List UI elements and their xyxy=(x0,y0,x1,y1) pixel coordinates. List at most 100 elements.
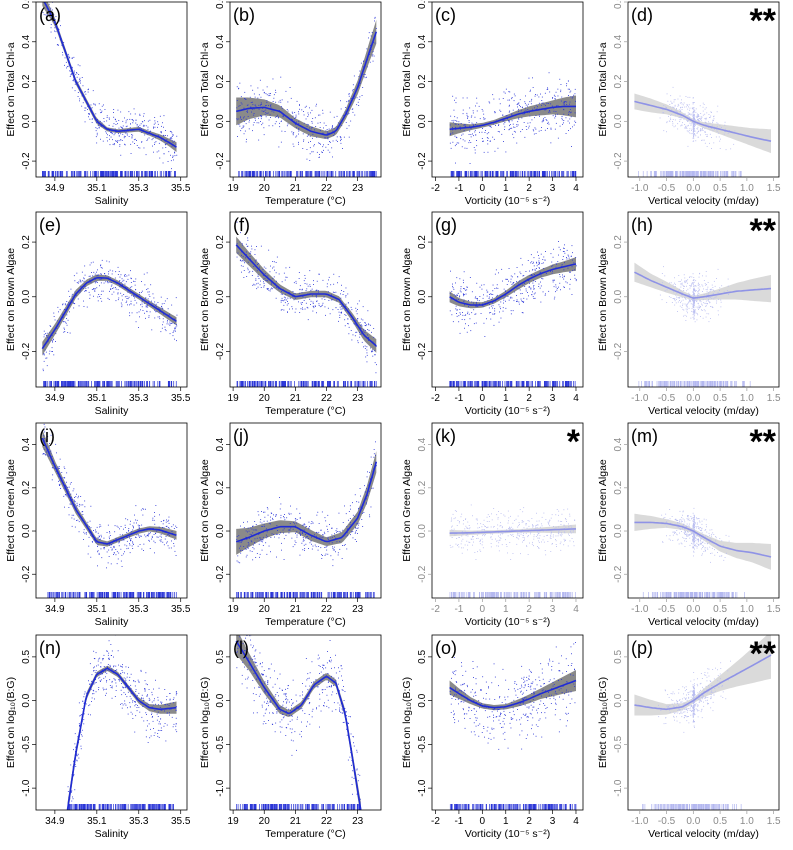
residual-point xyxy=(295,136,297,138)
residual-point xyxy=(466,147,468,149)
residual-point xyxy=(511,127,513,129)
panel-label: (c) xyxy=(435,5,456,25)
residual-point xyxy=(719,290,720,291)
residual-point xyxy=(498,98,500,100)
residual-point xyxy=(352,108,354,110)
residual-point xyxy=(139,115,141,116)
residual-point xyxy=(499,131,500,133)
residual-point xyxy=(692,124,694,125)
residual-point xyxy=(505,278,507,280)
residual-point xyxy=(488,307,490,309)
residual-point xyxy=(78,305,80,307)
residual-point xyxy=(555,91,557,93)
residual-point xyxy=(136,312,138,314)
residual-point xyxy=(716,129,718,131)
residual-point xyxy=(695,290,697,291)
residual-point xyxy=(692,311,694,313)
residual-point xyxy=(519,280,520,282)
residual-point xyxy=(238,88,239,90)
residual-point xyxy=(163,153,165,155)
residual-point xyxy=(355,307,357,309)
residual-point xyxy=(687,120,689,122)
residual-point xyxy=(710,115,712,117)
residual-point xyxy=(469,277,471,278)
residual-point xyxy=(239,260,241,262)
residual-point xyxy=(86,306,88,308)
residual-point xyxy=(275,297,277,299)
residual-point xyxy=(530,100,532,102)
residual-point xyxy=(504,92,506,94)
residual-point xyxy=(697,285,699,286)
residual-point xyxy=(482,128,483,129)
residual-point xyxy=(158,150,160,152)
residual-point xyxy=(262,89,264,91)
residual-point xyxy=(162,122,163,124)
residual-point xyxy=(531,98,533,100)
residual-point xyxy=(532,77,533,79)
residual-point xyxy=(529,270,530,272)
residual-point xyxy=(672,119,674,120)
residual-point xyxy=(569,91,571,93)
residual-point xyxy=(360,62,362,64)
residual-point xyxy=(555,266,557,268)
residual-point xyxy=(342,148,343,149)
residual-point xyxy=(676,108,677,109)
x-tick-label: 1.5 xyxy=(767,393,781,404)
residual-point xyxy=(533,261,534,263)
residual-point xyxy=(703,293,705,295)
residual-point xyxy=(698,297,700,299)
residual-point xyxy=(684,277,686,279)
residual-point xyxy=(99,539,101,540)
residual-point xyxy=(532,129,534,131)
residual-point xyxy=(357,101,359,103)
residual-point xyxy=(698,114,699,116)
residual-point xyxy=(462,312,463,313)
residual-point xyxy=(63,42,65,43)
residual-point xyxy=(692,291,694,293)
residual-point xyxy=(679,116,681,118)
residual-point xyxy=(707,286,709,288)
residual-point xyxy=(135,321,137,323)
residual-point xyxy=(124,283,126,285)
residual-point xyxy=(679,305,681,307)
residual-point xyxy=(703,139,705,141)
residual-point xyxy=(678,289,680,291)
residual-point xyxy=(689,287,691,289)
residual-point xyxy=(457,295,458,296)
residual-point xyxy=(529,115,531,117)
residual-point xyxy=(106,132,107,134)
residual-point xyxy=(311,126,313,128)
residual-point xyxy=(281,291,282,293)
residual-point xyxy=(296,135,298,137)
residual-point xyxy=(97,300,99,302)
residual-point xyxy=(353,323,355,325)
residual-point xyxy=(563,276,565,278)
residual-point xyxy=(692,291,694,293)
confidence-band xyxy=(42,2,177,153)
residual-point xyxy=(281,281,283,283)
residual-point xyxy=(696,319,698,321)
residual-point xyxy=(165,135,166,136)
residual-point xyxy=(130,277,132,279)
residual-point xyxy=(715,296,717,298)
residual-point xyxy=(66,318,67,319)
residual-point xyxy=(487,300,489,302)
residual-point xyxy=(541,263,543,264)
smooth-fit-line xyxy=(449,105,576,131)
residual-point xyxy=(110,288,111,290)
residual-point xyxy=(538,262,540,263)
residual-point xyxy=(372,60,374,62)
residual-point xyxy=(246,111,248,112)
residual-point xyxy=(282,114,284,116)
residual-point xyxy=(165,536,167,537)
residual-point xyxy=(484,132,486,133)
residual-point xyxy=(156,151,158,153)
residual-point xyxy=(77,92,79,93)
residual-point xyxy=(697,115,699,116)
residual-point xyxy=(463,282,464,284)
residual-point xyxy=(375,345,377,347)
residual-point xyxy=(176,325,178,327)
residual-point xyxy=(46,332,48,334)
residual-point xyxy=(471,312,473,314)
residual-point xyxy=(684,314,686,316)
